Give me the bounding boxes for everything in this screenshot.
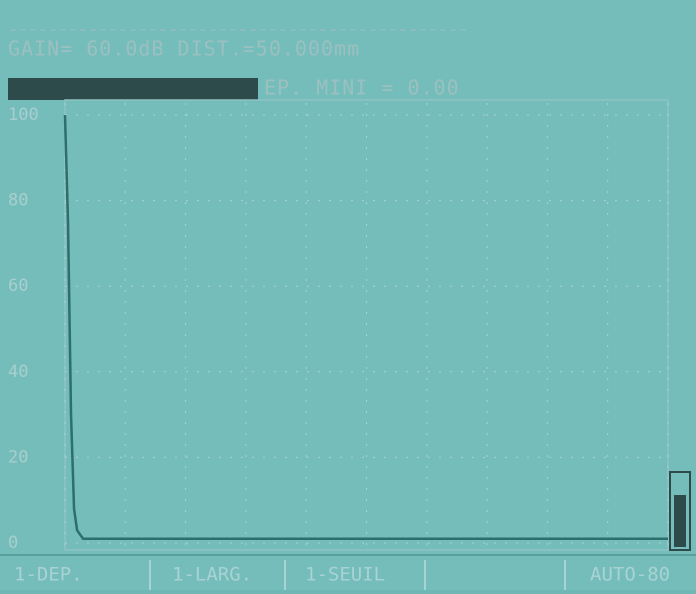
y-tick-label: 60 <box>8 276 28 296</box>
softkey[interactable]: 1-DEP. <box>14 564 83 586</box>
y-tick-label: 20 <box>8 447 28 467</box>
y-tick-label: 80 <box>8 191 28 211</box>
header-line1: GAIN= 60.0dB DIST.=50.000mm <box>8 37 360 61</box>
battery-level <box>674 495 686 547</box>
y-tick-label: 40 <box>8 362 28 382</box>
page: {"header": {"line1": "GAIN= 60.0dB DIST.… <box>0 0 696 590</box>
softkey[interactable]: AUTO-80 <box>590 564 670 586</box>
softkey[interactable]: 1-LARG. <box>172 564 252 586</box>
y-tick-label: 100 <box>8 105 39 125</box>
y-tick-label: 0 <box>8 533 18 553</box>
gate-indicator <box>8 78 258 100</box>
device-screen: GAIN= 60.0dB DIST.=50.000mm EP. MINI = 0… <box>0 0 696 590</box>
softkey[interactable]: 1-SEUIL <box>305 564 385 586</box>
header-line2: EP. MINI = 0.00 <box>264 76 460 100</box>
